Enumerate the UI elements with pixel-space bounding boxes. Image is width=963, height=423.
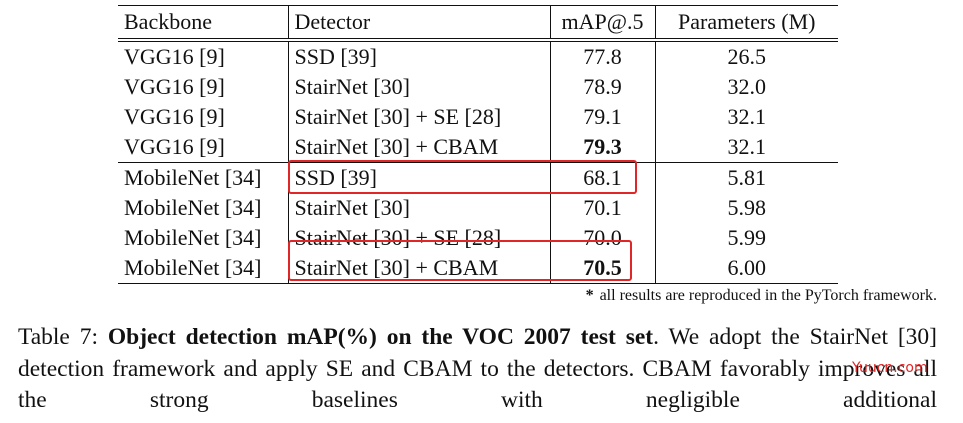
table-cell: MobileNet [34] <box>124 195 262 220</box>
table-row: MobileNet [34] StairNet [30] + SE [28] 70.… <box>118 223 838 253</box>
table-cell: StairNet [30] <box>287 72 550 102</box>
table-cell: 32.1 <box>654 132 838 163</box>
footnote: * all results are reproduced in the PyTor… <box>586 287 937 305</box>
table-cell: SSD [39] <box>287 40 550 72</box>
table-cell: Backbone <box>118 5 288 42</box>
table-row: MobileNet [34] SSD [39] 68.1 5.81 <box>118 162 838 193</box>
table-row: VGG16 [9] StairNet [30] + CBAM 79.3 32.1 <box>118 132 838 163</box>
table-cell: SSD [39] <box>287 162 550 193</box>
table-row: MobileNet [34] StairNet [30] 70.1 5.98 <box>118 193 838 223</box>
highlight-box <box>288 160 637 194</box>
table-cell: MobileNet [34] <box>124 225 262 250</box>
table-cell: 32.1 <box>654 102 838 132</box>
table-cell: StairNet [30] + SE [28] <box>287 102 550 132</box>
table-row: Backbone Detector mAP@.5 Parameters (M) <box>118 5 838 42</box>
table-cell: StairNet [30] <box>287 193 550 223</box>
footnote-marker: * <box>585 287 594 304</box>
table-cell: VGG16 [9] <box>124 134 225 159</box>
table-cell: 5.99 <box>654 223 838 253</box>
table-cell: 79.3 <box>549 132 655 163</box>
table-cell: mAP@.5 <box>549 5 655 42</box>
table-cell: VGG16 [9] <box>124 74 225 99</box>
table-row: MobileNet [34] StairNet [30] + CBAM 70.5 6.… <box>118 253 838 284</box>
table-cell: 68.1 <box>549 162 655 193</box>
caption-label: Table 7: <box>18 324 98 350</box>
table-cell: StairNet [30] + CBAM <box>287 253 550 284</box>
table-row: VGG16 [9] StairNet [30] + SE [28] 79.1 32.1 <box>118 102 838 132</box>
watermark: Yuucn.com <box>852 360 928 376</box>
table-cell: 70.5 <box>549 253 655 284</box>
caption: Table 7: Object detection mAP(%) on the … <box>18 322 937 417</box>
table-cell: StairNet [30] + CBAM <box>287 132 550 163</box>
table-cell: 70.1 <box>549 193 655 223</box>
table-cell: 5.81 <box>654 162 838 193</box>
table-cell: MobileNet [34] <box>118 253 288 284</box>
table-cell: 70.0 <box>549 223 655 253</box>
table-cell: VGG16 [9] <box>124 104 225 129</box>
table-cell: 78.9 <box>549 72 655 102</box>
table-cell: MobileNet [34] <box>118 162 288 193</box>
highlight-box <box>288 240 632 281</box>
table-cell: VGG16 [9] <box>124 44 225 69</box>
table-cell: 77.8 <box>549 40 655 72</box>
table-cell: 32.0 <box>654 72 838 102</box>
caption-text: . We adopt the StairNet [30] detection f… <box>18 324 938 413</box>
table-cell: 6.00 <box>654 253 838 284</box>
table-cell: StairNet [30] + SE [28] <box>287 223 550 253</box>
table-cell: Parameters (M) <box>654 5 838 42</box>
table-cell: 26.5 <box>654 40 838 72</box>
table-cell: Detector <box>287 5 550 42</box>
table-cell: 79.1 <box>549 102 655 132</box>
table-cell: 5.98 <box>654 193 838 223</box>
caption-title: Object detection mAP(%) on the VOC 2007 … <box>107 324 654 350</box>
results-table: Backbone Detector mAP@.5 Parameters (M) VGG1… <box>118 5 838 284</box>
footnote-text: all results are reproduced in the PyTorc… <box>599 287 937 304</box>
table-row: VGG16 [9] SSD [39] 77.8 26.5 <box>118 40 838 72</box>
table-row: VGG16 [9] StairNet [30] 78.9 32.0 <box>118 72 838 102</box>
